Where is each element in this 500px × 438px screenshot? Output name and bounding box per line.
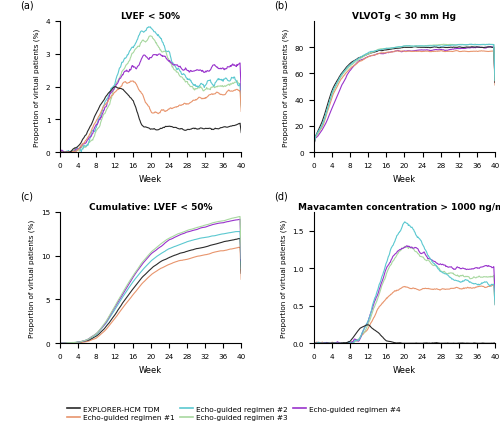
Text: (c): (c) [20,191,33,201]
Y-axis label: Proportion of virtual patients (%): Proportion of virtual patients (%) [29,219,35,337]
X-axis label: Week: Week [393,174,416,183]
Title: LVEF < 50%: LVEF < 50% [121,12,180,21]
Text: (b): (b) [274,1,288,11]
Title: Cumulative: LVEF < 50%: Cumulative: LVEF < 50% [89,203,212,212]
Legend: EXPLORER-HCM TDM, Echo-guided regimen #1, Echo-guided regimen #2, Echo-guided re: EXPLORER-HCM TDM, Echo-guided regimen #1… [64,403,404,423]
Y-axis label: Proportion of virtual patients (%): Proportion of virtual patients (%) [280,219,287,337]
Title: Mavacamten concentration > 1000 ng/mL: Mavacamten concentration > 1000 ng/mL [298,203,500,212]
Title: VLVOTg < 30 mm Hg: VLVOTg < 30 mm Hg [352,12,457,21]
X-axis label: Week: Week [139,365,162,374]
X-axis label: Week: Week [139,174,162,183]
Y-axis label: Proportion of virtual patients (%): Proportion of virtual patients (%) [282,28,289,146]
Text: (a): (a) [20,1,34,11]
Y-axis label: Proportion of virtual patients (%): Proportion of virtual patients (%) [34,28,40,146]
Text: (d): (d) [274,191,287,201]
X-axis label: Week: Week [393,365,416,374]
